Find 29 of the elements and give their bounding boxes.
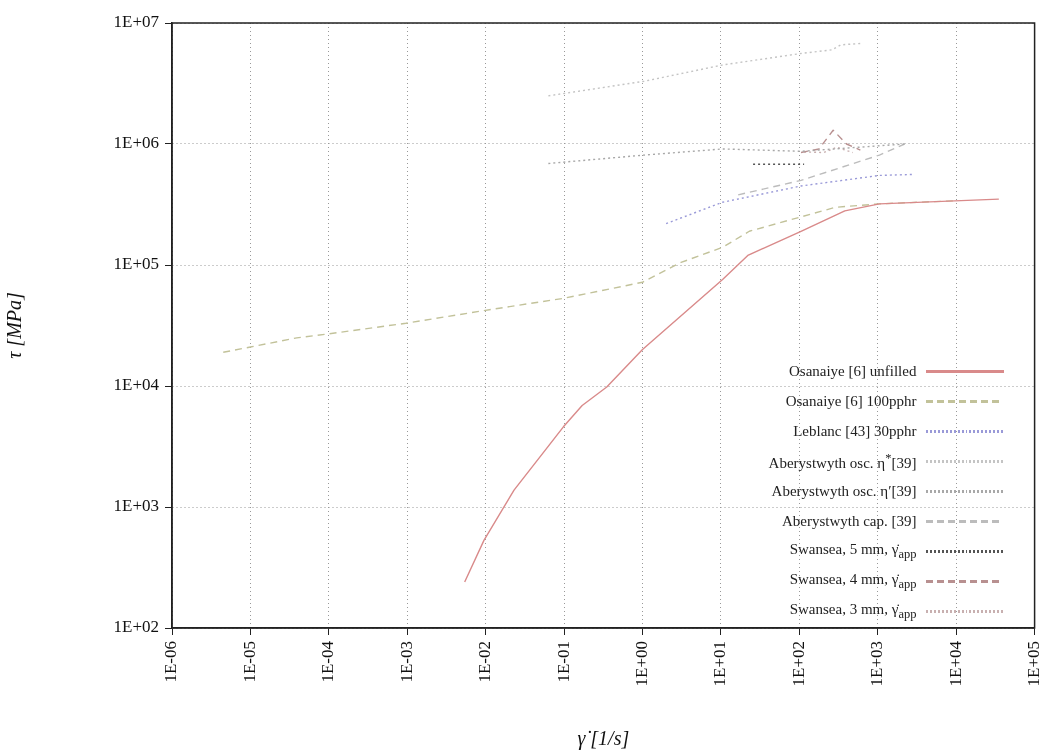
y-tick-label: 1E+06 xyxy=(113,133,159,153)
x-tick-label: 1E+02 xyxy=(788,641,808,687)
y-tick-label: 1E+03 xyxy=(113,496,159,516)
legend-label: Aberystwyth cap. [39] xyxy=(781,512,917,530)
legend-label: Aberystwyth osc. η′[39] xyxy=(771,482,917,500)
y-axis-title: τ [MPa] xyxy=(3,292,26,359)
x-tick-label: 1E+05 xyxy=(1024,641,1044,687)
legend-label: Swansea, 4 mm, γ̇$_{app}$ xyxy=(789,570,917,592)
legend-label: Aberystwyth osc. η$^{*}$[39] xyxy=(768,450,917,472)
x-tick-label: 1E-02 xyxy=(475,641,495,683)
x-tick-label: 1E-06 xyxy=(161,641,181,683)
legend-label: Swansea, 3 mm, γ̇$_{app}$ xyxy=(789,600,917,622)
x-tick-label: 1E+00 xyxy=(631,641,651,687)
x-tick-label: 1E+04 xyxy=(945,640,965,687)
x-tick-label: 1E-05 xyxy=(239,641,259,683)
legend-label: Osanaiye [6] unfilled xyxy=(788,362,917,380)
x-tick-label: 1E-04 xyxy=(318,640,338,683)
x-tick-label: 1E+03 xyxy=(867,641,887,687)
y-tick-label: 1E+04 xyxy=(113,375,160,395)
x-axis-title: γ̇ [1/s] xyxy=(577,727,630,751)
x-tick-label: 1E-03 xyxy=(396,641,416,683)
x-tick-label: 1E+01 xyxy=(710,641,730,687)
y-tick-label: 1E+05 xyxy=(113,254,159,274)
legend-label: Leblanc [43] 30pphr xyxy=(793,422,917,440)
y-tick-label: 1E+07 xyxy=(113,12,160,32)
legend-label: Swansea, 5 mm, γ̇$_{app}$ xyxy=(789,540,917,562)
legend-label: Osanaiye [6] 100pphr xyxy=(785,392,917,410)
y-tick-label: 1E+02 xyxy=(113,617,159,637)
x-tick-label: 1E-01 xyxy=(553,641,573,683)
